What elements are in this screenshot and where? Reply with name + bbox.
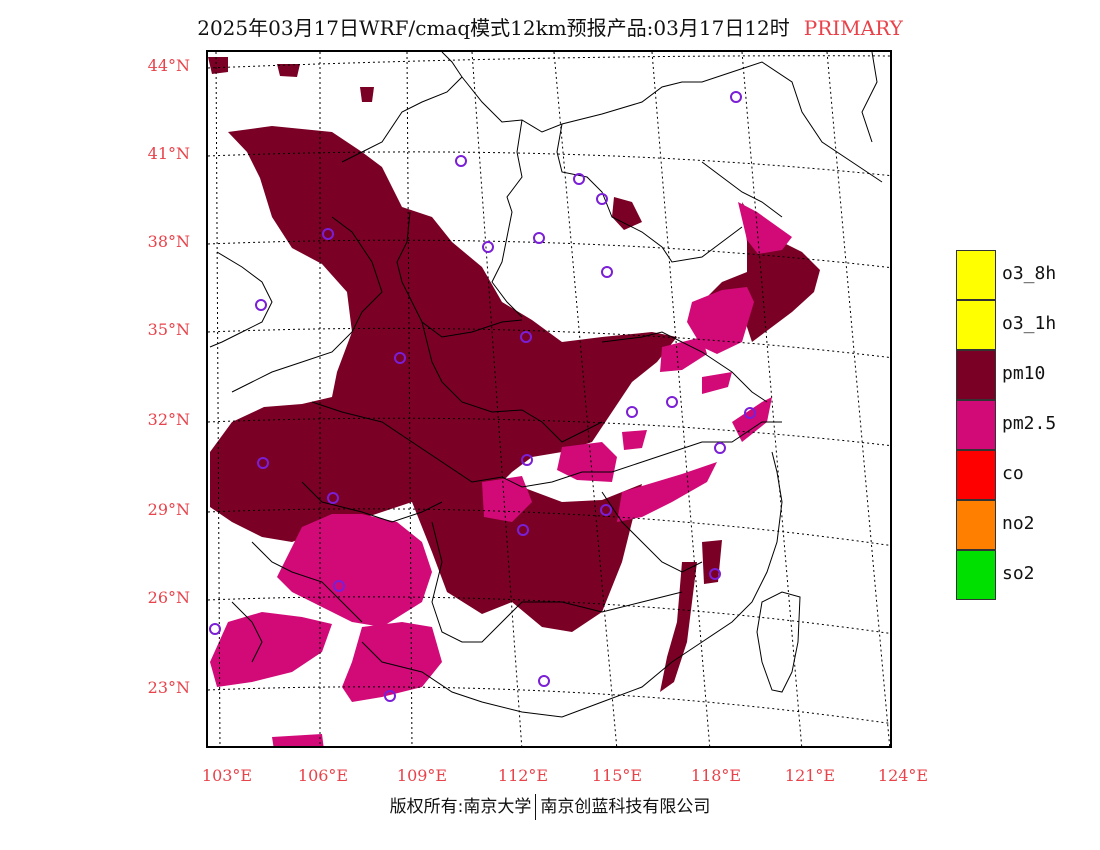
- lat-label-41: 41°N: [147, 144, 190, 163]
- lat-label-23: 23°N: [147, 678, 190, 697]
- lat-label-38: 38°N: [147, 232, 190, 251]
- lon-label-106: 106°E: [297, 766, 349, 785]
- footer-divider: [535, 794, 537, 820]
- forecast-map: [208, 52, 890, 746]
- lon-label-103: 103°E: [201, 766, 253, 785]
- legend-label-co: co: [1002, 463, 1024, 484]
- legend-swatch-no2: [956, 500, 996, 550]
- lon-label-112: 112°E: [497, 766, 549, 785]
- legend-item-pm25: pm2.5: [956, 400, 1056, 450]
- legend-item-co: co: [956, 450, 1024, 500]
- grid-lines: [208, 52, 890, 746]
- legend-item-pm10: pm10: [956, 350, 1045, 400]
- company-text: 南京创蓝科技有限公司: [540, 797, 711, 817]
- lat-label-35: 35°N: [147, 320, 190, 339]
- title-text: 2025年03月17日WRF/cmaq模式12km预报产品:03月17日12时: [197, 16, 790, 40]
- lon-label-109: 109°E: [396, 766, 448, 785]
- legend-swatch-co: [956, 450, 996, 500]
- legend-item-o3-1h: o3_1h: [956, 300, 1056, 350]
- legend-item-so2: so2: [956, 550, 1035, 600]
- legend-swatch-so2: [956, 550, 996, 600]
- province-boundaries: [209, 52, 883, 718]
- lon-label-118: 118°E: [690, 766, 742, 785]
- legend-label-o3-8h: o3_8h: [1002, 263, 1057, 284]
- primary-tag: PRIMARY: [803, 16, 903, 40]
- legend-swatch-pm25: [956, 400, 996, 450]
- legend-item-no2: no2: [956, 500, 1035, 550]
- lon-label-115: 115°E: [591, 766, 643, 785]
- pollutant-legend: o3_8h o3_1h pm10 pm2.5 co no2 so2: [956, 250, 1056, 600]
- lat-label-26: 26°N: [147, 588, 190, 607]
- legend-swatch-o3-8h: [956, 250, 996, 300]
- lat-label-32: 32°N: [147, 410, 190, 429]
- legend-label-pm25: pm2.5: [1002, 413, 1057, 434]
- map-frame: [206, 50, 892, 748]
- legend-label-o3-1h: o3_1h: [1002, 313, 1057, 334]
- map-title: 2025年03月17日WRF/cmaq模式12km预报产品:03月17日12时 P…: [0, 12, 1100, 41]
- copyright-footer: 版权所有:南京大学 南京创蓝科技有限公司: [0, 792, 1100, 820]
- lon-label-124: 124°E: [877, 766, 929, 785]
- legend-item-o3-8h: o3_8h: [956, 250, 1056, 300]
- legend-label-pm10: pm10: [1002, 363, 1046, 384]
- copyright-text: 版权所有:南京大学: [389, 797, 532, 817]
- lat-label-29: 29°N: [147, 500, 190, 519]
- lat-label-44: 44°N: [147, 56, 190, 75]
- legend-swatch-o3-1h: [956, 300, 996, 350]
- legend-label-no2: no2: [1002, 513, 1035, 534]
- monitoring-stations: [209, 91, 756, 702]
- lon-label-121: 121°E: [784, 766, 836, 785]
- legend-label-so2: so2: [1002, 563, 1035, 584]
- legend-swatch-pm10: [956, 350, 996, 400]
- pm25-area: [210, 202, 792, 746]
